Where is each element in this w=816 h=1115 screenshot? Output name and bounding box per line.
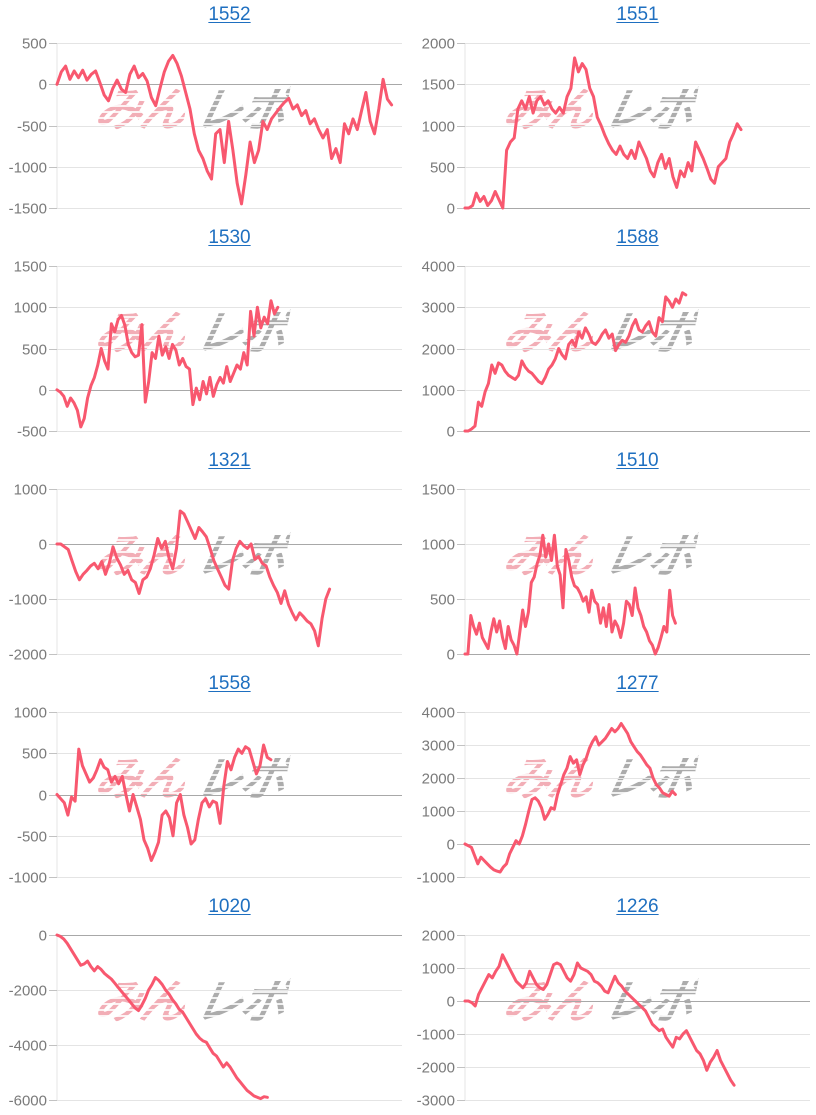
svg-text:-3000: -3000 — [417, 1093, 455, 1110]
svg-text:-500: -500 — [17, 119, 47, 136]
chart-card: 1552 みんレポ 500 0 -500 -1000 -1500 — [0, 0, 408, 223]
svg-text:0: 0 — [39, 383, 47, 400]
chart-title: 1558 — [57, 672, 402, 697]
chart-card: 1510 みんレポ 1500 1000 500 0 — [408, 446, 816, 669]
chart-card: 1530 みんレポ 1500 1000 500 0 -500 — [0, 223, 408, 446]
machine-number-link[interactable]: 1552 — [208, 4, 251, 25]
line-chart: 1500 1000 500 0 -500 — [14, 259, 402, 441]
svg-text:-1000: -1000 — [9, 592, 47, 609]
machine-number-link[interactable]: 1020 — [208, 896, 251, 917]
svg-text:500: 500 — [430, 160, 455, 177]
svg-text:0: 0 — [447, 201, 455, 218]
svg-text:-1000: -1000 — [417, 1027, 455, 1044]
svg-text:3000: 3000 — [422, 738, 455, 755]
line-chart: 2000 1500 1000 500 0 — [422, 36, 810, 218]
line-chart: 1000 500 0 -500 -1000 — [9, 705, 402, 887]
line-chart: 500 0 -500 -1000 -1500 — [9, 36, 402, 218]
svg-text:-1500: -1500 — [9, 201, 47, 218]
chart-title: 1588 — [465, 226, 810, 251]
svg-text:3000: 3000 — [422, 300, 455, 317]
svg-text:2000: 2000 — [422, 771, 455, 788]
svg-text:0: 0 — [447, 837, 455, 854]
chart-title: 1020 — [57, 895, 402, 920]
svg-text:-2000: -2000 — [9, 983, 47, 1000]
svg-text:-2000: -2000 — [9, 647, 47, 664]
svg-text:1500: 1500 — [422, 482, 455, 499]
chart-card: 1020 みんレポ 0 -2000 -4000 -6000 — [0, 892, 408, 1115]
machine-number-link[interactable]: 1510 — [616, 450, 659, 471]
machine-number-link[interactable]: 1551 — [616, 4, 659, 25]
svg-text:1000: 1000 — [14, 705, 47, 722]
chart-title: 1551 — [465, 3, 810, 28]
svg-text:1000: 1000 — [14, 300, 47, 317]
machine-number-link[interactable]: 1321 — [208, 450, 251, 471]
line-chart: 4000 3000 2000 1000 0 -1000 — [417, 705, 810, 887]
svg-text:1000: 1000 — [422, 383, 455, 400]
svg-text:500: 500 — [22, 342, 47, 359]
svg-text:2000: 2000 — [422, 342, 455, 359]
machine-number-link[interactable]: 1226 — [616, 896, 659, 917]
svg-text:0: 0 — [447, 994, 455, 1011]
svg-text:500: 500 — [22, 746, 47, 763]
svg-text:-1000: -1000 — [9, 870, 47, 887]
machine-number-link[interactable]: 1558 — [208, 673, 251, 694]
chart-title: 1510 — [465, 449, 810, 474]
chart-card: 1551 みんレポ 2000 1500 1000 500 0 — [408, 0, 816, 223]
line-chart: 0 -2000 -4000 -6000 — [9, 928, 402, 1110]
svg-text:2000: 2000 — [422, 928, 455, 945]
chart-title: 1552 — [57, 3, 402, 28]
svg-text:0: 0 — [39, 788, 47, 805]
svg-text:1000: 1000 — [422, 119, 455, 136]
chart-title: 1226 — [465, 895, 810, 920]
svg-text:-1000: -1000 — [417, 870, 455, 887]
chart-title: 1321 — [57, 449, 402, 474]
svg-text:1000: 1000 — [422, 804, 455, 821]
svg-text:0: 0 — [39, 928, 47, 945]
machine-number-link[interactable]: 1530 — [208, 227, 251, 248]
chart-card: 1588 みんレポ 4000 3000 2000 1000 0 — [408, 223, 816, 446]
svg-text:-2000: -2000 — [417, 1060, 455, 1077]
svg-text:0: 0 — [447, 424, 455, 441]
svg-text:-500: -500 — [17, 424, 47, 441]
svg-text:0: 0 — [39, 537, 47, 554]
svg-text:1000: 1000 — [422, 961, 455, 978]
chart-card: 1321 みんレポ 1000 0 -1000 -2000 — [0, 446, 408, 669]
chart-card: 1277 みんレポ 4000 3000 2000 1000 0 -1000 — [408, 669, 816, 892]
chart-card: 1558 みんレポ 1000 500 0 -500 -1000 — [0, 669, 408, 892]
svg-text:1500: 1500 — [422, 77, 455, 94]
machine-number-link[interactable]: 1277 — [616, 673, 659, 694]
svg-text:500: 500 — [22, 36, 47, 53]
svg-text:-1000: -1000 — [9, 160, 47, 177]
svg-text:1000: 1000 — [422, 537, 455, 554]
line-chart: 1000 0 -1000 -2000 — [9, 482, 402, 664]
svg-text:0: 0 — [447, 647, 455, 664]
chart-card: 1226 みんレポ 2000 1000 0 -1000 -2000 -3000 — [408, 892, 816, 1115]
machine-number-link[interactable]: 1588 — [616, 227, 659, 248]
line-chart: 1500 1000 500 0 — [422, 482, 810, 664]
svg-text:4000: 4000 — [422, 705, 455, 722]
svg-text:-6000: -6000 — [9, 1093, 47, 1110]
svg-text:4000: 4000 — [422, 259, 455, 276]
svg-text:-4000: -4000 — [9, 1038, 47, 1055]
svg-text:2000: 2000 — [422, 36, 455, 53]
svg-text:-500: -500 — [17, 829, 47, 846]
svg-text:1500: 1500 — [14, 259, 47, 276]
svg-text:1000: 1000 — [14, 482, 47, 499]
chart-title: 1277 — [465, 672, 810, 697]
line-chart: 2000 1000 0 -1000 -2000 -3000 — [417, 928, 810, 1110]
svg-text:500: 500 — [430, 592, 455, 609]
svg-text:0: 0 — [39, 77, 47, 94]
line-chart: 4000 3000 2000 1000 0 — [422, 259, 810, 441]
chart-title: 1530 — [57, 226, 402, 251]
